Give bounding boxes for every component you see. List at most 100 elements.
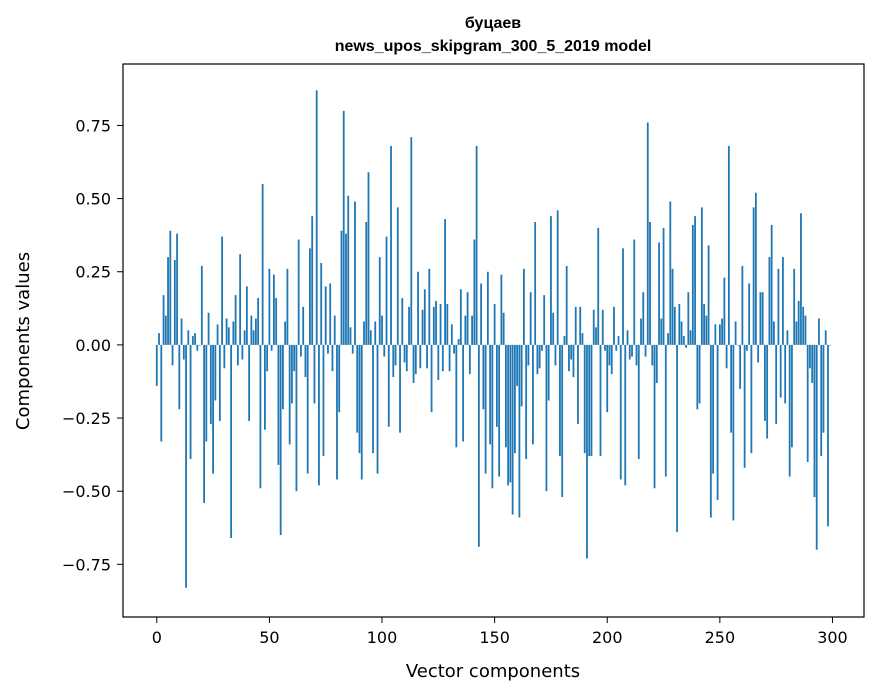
bar-232 — [678, 303, 681, 345]
bar-148 — [489, 344, 492, 445]
bar-14 — [187, 330, 190, 345]
bar-240 — [696, 344, 699, 410]
bar-48 — [263, 344, 266, 430]
bar-7 — [171, 344, 174, 366]
bar-85 — [347, 195, 350, 345]
y-axis-ticks: −0.75 −0.50 −0.25 0.00 0.25 0.50 0.75 — [62, 116, 123, 574]
bar-41 — [248, 344, 251, 421]
bar-241 — [698, 344, 701, 404]
bar-236 — [687, 292, 690, 345]
bar-56 — [282, 344, 284, 410]
y-tick-label: 0.25 — [75, 263, 111, 282]
bar-293 — [815, 344, 818, 550]
bar-23 — [207, 312, 210, 345]
plot-frame — [122, 63, 865, 618]
bar-217 — [644, 344, 647, 357]
bar-289 — [806, 344, 809, 462]
bar-100 — [381, 315, 383, 345]
bar-161 — [518, 344, 521, 518]
bar-169 — [536, 344, 539, 375]
bar-187 — [577, 344, 579, 424]
bar-120 — [426, 344, 428, 369]
bar-188 — [579, 306, 582, 345]
bar-96 — [372, 344, 374, 454]
bar-140 — [471, 315, 474, 345]
bar-24 — [209, 344, 212, 424]
bar-19 — [198, 344, 201, 346]
bar-194 — [592, 309, 595, 345]
bar-142 — [475, 145, 478, 345]
bar-205 — [617, 336, 620, 345]
bar-138 — [466, 292, 469, 345]
bar-42 — [250, 315, 253, 345]
x-tick-label: 150 — [479, 628, 510, 647]
bar-208 — [624, 344, 627, 486]
bar-271 — [766, 344, 769, 439]
bar-251 — [721, 318, 724, 345]
bar-233 — [680, 321, 683, 345]
bar-167 — [532, 344, 534, 445]
bar-132 — [453, 344, 455, 354]
bar-256 — [732, 344, 735, 521]
bar-267 — [757, 344, 760, 363]
bar-66 — [304, 344, 307, 378]
bar-218 — [646, 122, 649, 345]
x-tick-label: 0 — [152, 628, 162, 647]
bar-237 — [689, 330, 692, 345]
bar-36 — [236, 344, 239, 366]
bar-198 — [601, 309, 604, 345]
bar-15 — [189, 344, 192, 459]
bar-133 — [455, 344, 458, 448]
bar-109 — [401, 298, 404, 345]
bar-282 — [791, 344, 793, 448]
bar-290 — [809, 344, 811, 369]
bar-20 — [200, 265, 203, 345]
bar-59 — [288, 344, 291, 445]
bar-17 — [194, 333, 196, 345]
y-tick-label: 0.50 — [75, 190, 111, 209]
bar-207 — [622, 248, 624, 345]
bar-29 — [221, 236, 224, 345]
bar-5 — [167, 257, 169, 345]
x-tick-label: 50 — [259, 628, 279, 647]
bar-86 — [349, 327, 352, 345]
x-tick-label: 250 — [705, 628, 736, 647]
bar-76 — [327, 344, 329, 354]
bar-178 — [556, 210, 559, 345]
bar-143 — [477, 344, 480, 547]
bar-106 — [394, 344, 397, 366]
bar-32 — [227, 327, 230, 345]
bar-53 — [275, 298, 278, 345]
bar-227 — [667, 333, 669, 345]
bar-242 — [700, 207, 703, 345]
bar-250 — [718, 324, 721, 345]
bar-9 — [176, 233, 178, 345]
bar-105 — [392, 344, 395, 378]
bar-63 — [297, 239, 300, 345]
bar-175 — [550, 216, 552, 345]
bar-299 — [829, 344, 832, 346]
bar-210 — [628, 344, 631, 360]
bar-181 — [563, 336, 566, 345]
bar-180 — [561, 344, 564, 498]
bar-93 — [365, 222, 368, 345]
bar-99 — [378, 257, 381, 345]
bar-71 — [315, 90, 318, 345]
bar-223 — [658, 242, 660, 345]
bar-149 — [491, 344, 494, 489]
bar-186 — [574, 306, 577, 345]
bar-74 — [322, 344, 325, 457]
bar-276 — [777, 268, 780, 345]
bar-245 — [707, 245, 710, 345]
bar-72 — [318, 344, 320, 486]
bar-214 — [637, 344, 640, 459]
bar-78 — [331, 344, 334, 372]
bar-28 — [218, 344, 221, 421]
bar-153 — [500, 274, 503, 345]
bar-297 — [824, 330, 827, 345]
bar-291 — [811, 344, 814, 383]
bar-224 — [660, 318, 663, 345]
bar-84 — [345, 233, 347, 345]
bar-204 — [615, 344, 618, 351]
